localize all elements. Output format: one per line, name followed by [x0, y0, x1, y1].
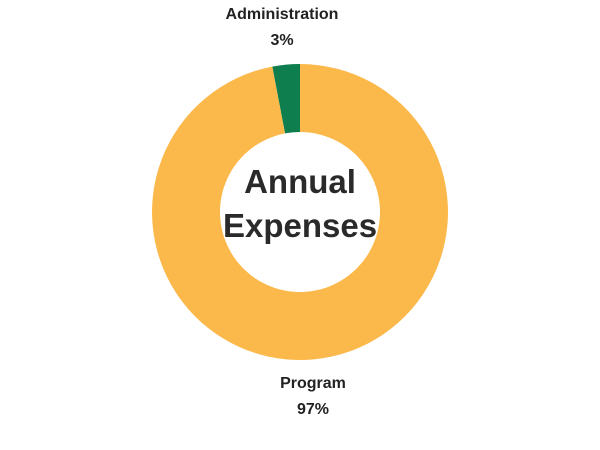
- slice-label-administration-name: Administration: [225, 6, 339, 23]
- slice-administration: [272, 64, 300, 134]
- chart-title-line-2: Expenses: [222, 207, 378, 244]
- slice-label-administration: Administration 3%: [182, 2, 382, 54]
- chart-title-line-1: Annual: [244, 163, 356, 200]
- slice-label-program-value: 97%: [296, 401, 330, 418]
- slice-label-program-name: Program: [280, 375, 346, 392]
- slice-label-administration-value: 3%: [270, 32, 294, 49]
- donut-slices: [152, 64, 449, 360]
- slice-label-program: Program 97%: [213, 371, 413, 423]
- slice-program: [152, 64, 449, 360]
- chart-title: Annual Expenses: [200, 160, 400, 248]
